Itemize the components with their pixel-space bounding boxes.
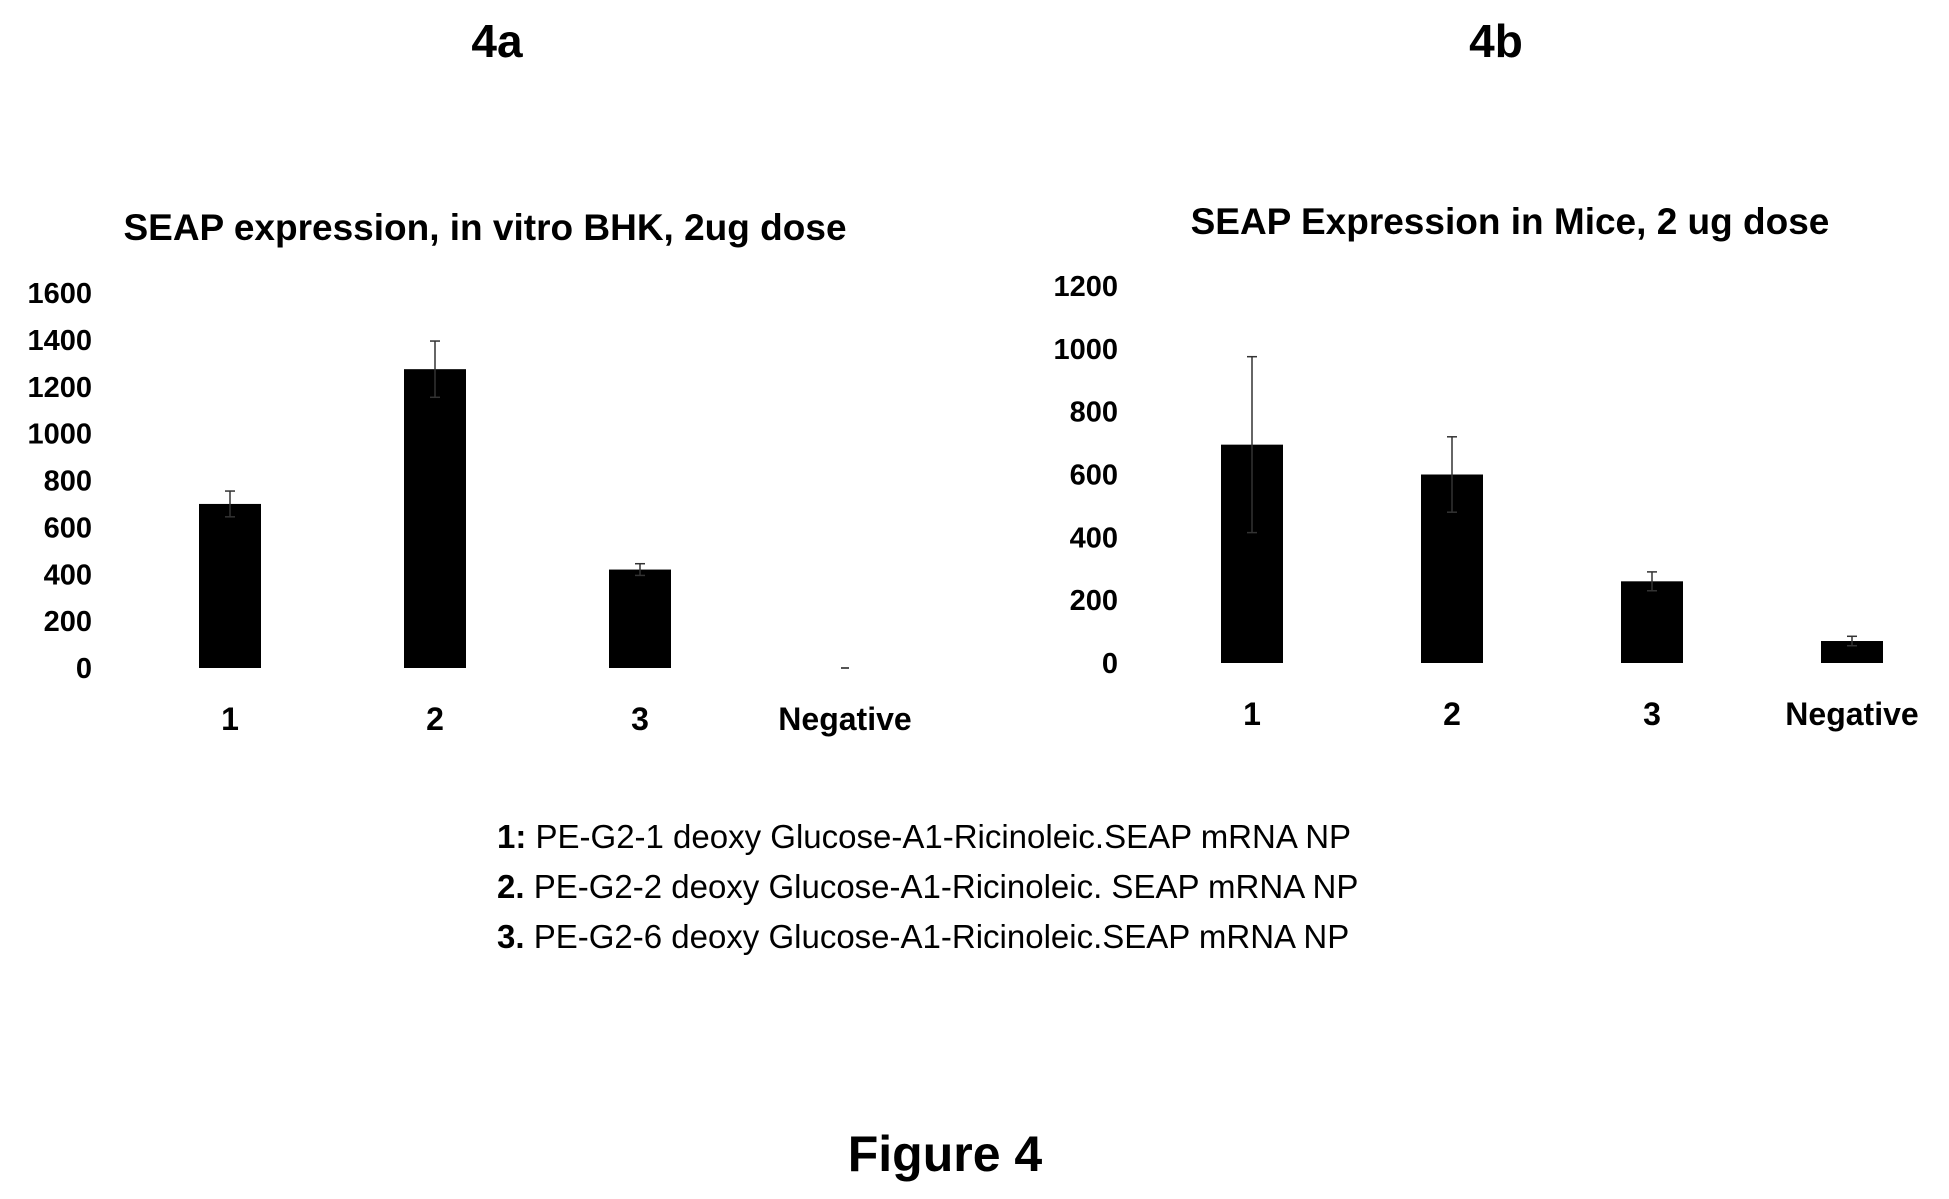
- chart-4a: SEAP expression, in vitro BHK, 2ug dose 0…: [27, 207, 911, 737]
- chart-4b: SEAP Expression in Mice, 2 ug dose 0 200 40…: [1053, 201, 1918, 732]
- x-tick-label: 2: [426, 701, 444, 737]
- legend-item: 2. PE-G2-2 deoxy Glucose-A1-Ricinoleic. …: [497, 862, 1358, 912]
- legend-number: 1:: [497, 818, 527, 855]
- legend-text: PE-G2-6 deoxy Glucose-A1-Ricinoleic.SEAP…: [533, 918, 1350, 955]
- chart-title: SEAP Expression in Mice, 2 ug dose: [1191, 201, 1830, 242]
- y-tick-label: 200: [44, 606, 92, 638]
- x-tick-label: Negative: [778, 701, 911, 737]
- x-tick-label: Negative: [1785, 696, 1918, 732]
- y-tick-label: 600: [1070, 460, 1118, 492]
- y-tick-label: 0: [1102, 648, 1118, 680]
- bar: [1821, 641, 1883, 663]
- legend-number: 3.: [497, 918, 525, 955]
- y-tick-label: 1200: [27, 372, 92, 404]
- panel-label-4a: 4a: [471, 15, 523, 67]
- y-tick-label: 600: [44, 512, 92, 544]
- legend-text: PE-G2-2 deoxy Glucose-A1-Ricinoleic. SEA…: [533, 868, 1359, 905]
- figure-caption: Figure 4: [847, 1126, 1043, 1182]
- legend-item: 1: PE-G2-1 deoxy Glucose-A1-Ricinoleic.S…: [497, 812, 1358, 862]
- bar: [1621, 581, 1683, 663]
- y-tick-label: 0: [76, 653, 92, 685]
- y-tick-label: 400: [1070, 522, 1118, 554]
- x-tick-label: 3: [631, 701, 649, 737]
- y-tick-label: 1200: [1053, 271, 1118, 303]
- legend-number: 2.: [497, 868, 525, 905]
- bar: [199, 503, 261, 668]
- x-tick-label: 3: [1643, 696, 1661, 732]
- chart-title: SEAP expression, in vitro BHK, 2ug dose: [123, 207, 846, 248]
- bar: [404, 369, 466, 668]
- y-tick-label: 800: [1070, 397, 1118, 429]
- y-tick-label: 800: [44, 466, 92, 498]
- bar: [609, 569, 671, 668]
- y-tick-label: 1000: [1053, 334, 1118, 366]
- legend-item: 3. PE-G2-6 deoxy Glucose-A1-Ricinoleic.S…: [497, 912, 1358, 962]
- x-tick-label: 1: [1243, 696, 1261, 732]
- y-tick-label: 1400: [27, 325, 92, 357]
- y-tick-label: 400: [44, 559, 92, 591]
- x-tick-label: 2: [1443, 696, 1461, 732]
- y-tick-label: 200: [1070, 585, 1118, 617]
- y-tick-label: 1000: [27, 419, 92, 451]
- legend-text: PE-G2-1 deoxy Glucose-A1-Ricinoleic.SEAP…: [535, 818, 1352, 855]
- x-tick-label: 1: [221, 701, 239, 737]
- legend: 1: PE-G2-1 deoxy Glucose-A1-Ricinoleic.S…: [497, 812, 1358, 962]
- panel-label-4b: 4b: [1469, 15, 1523, 67]
- y-tick-label: 1600: [27, 278, 92, 310]
